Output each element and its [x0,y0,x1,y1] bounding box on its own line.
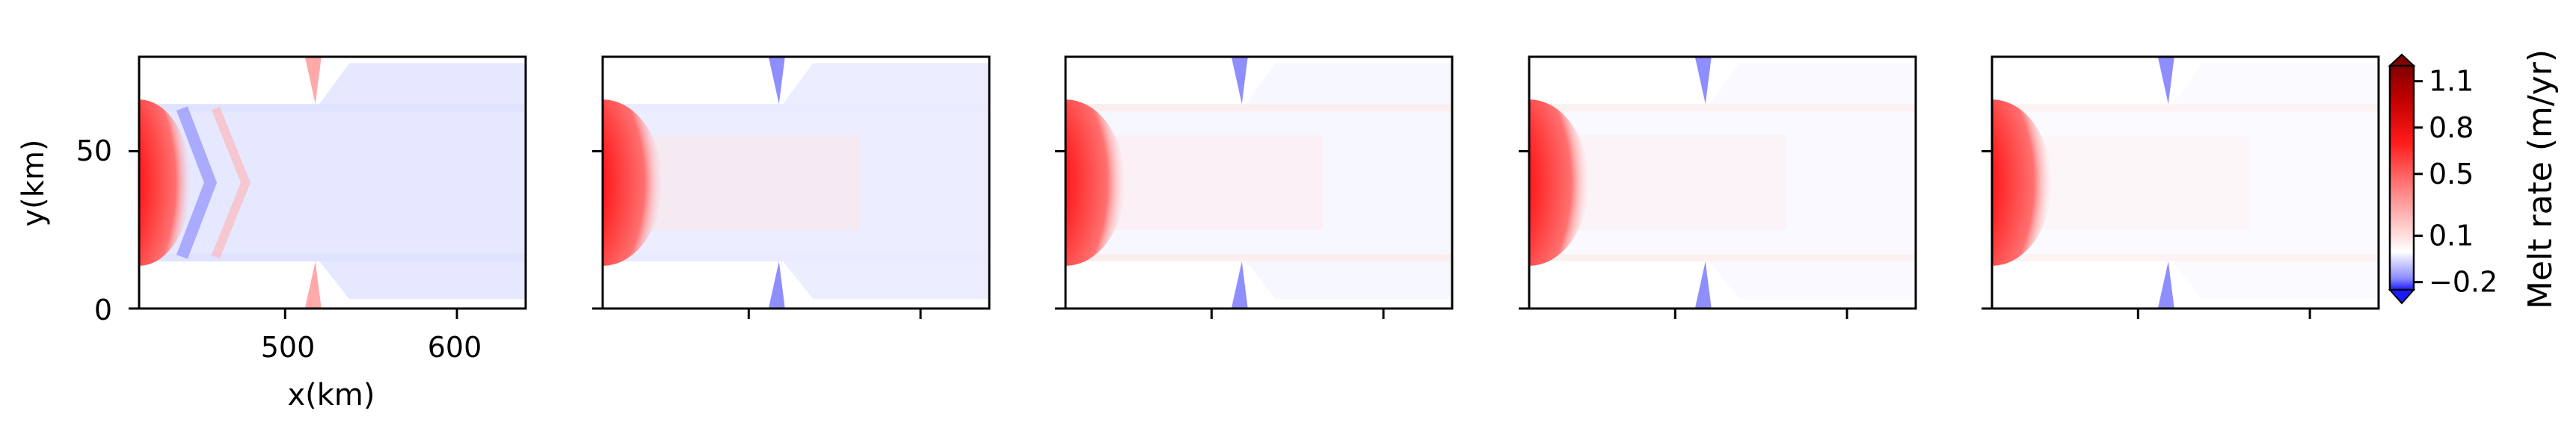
melt-hotspot [603,99,663,266]
warm-chevron [211,106,250,259]
colorbar-label: Melt rate (m/yr) [2521,49,2560,309]
melt-hotspot [1066,99,1125,266]
heatmap-panel-4 [1519,55,1917,319]
heatmap-panel-3 [1055,55,1454,319]
heatmap-field [1529,57,1916,309]
axes-frame [1991,55,2380,310]
x-axis: 500 600 x(km) [261,331,482,412]
upper-edge-band [1066,104,1452,112]
warm-plume [1574,135,1787,230]
warm-plume [1110,135,1324,230]
lower-edge-band [603,253,989,261]
y-axis-label: y(km) [16,139,51,226]
axes-frame [601,55,991,310]
x-axis-label: x(km) [287,378,375,412]
heatmap-panel-5 [1982,55,2380,319]
ice-shelf-domain [603,63,989,300]
colorbar-bar [2388,64,2415,291]
y-tick-label-0: 0 [94,294,112,326]
axes-frame [1528,55,1917,310]
colorbar-extend-min [2388,289,2416,305]
upper-edge-band [1992,104,2379,112]
lower-edge-band [139,253,526,261]
heatmap-field [139,57,526,309]
colorbar-tick-label: 0.1 [2429,220,2474,252]
ice-shelf-domain [1066,63,1452,300]
upper-edge-band [139,104,526,112]
lower-edge-band [1529,253,1916,261]
heatmap-panel-1 [129,55,527,319]
heatmap-field [1992,57,2379,309]
melt-hotspot [139,99,191,266]
lower-edge-band [1992,253,2379,261]
melt-hotspot [1529,99,1589,266]
colorbar-tick-label: 0.5 [2429,158,2474,190]
heatmap-panel-2 [592,55,991,319]
colorbar-tick-label: 1.1 [2429,65,2474,98]
ice-shelf-domain [1529,63,1916,300]
melt-hotspot [1992,99,2052,266]
cold-chevron [176,106,218,259]
colorbar-ticks: −0.2 0.1 0.5 0.8 1.1 [2414,65,2497,299]
y-axis: y(km) 50 0 [16,134,112,326]
colorbar-extend-max [2388,53,2416,66]
upper-edge-band [1529,104,1916,112]
warm-plume [648,135,861,230]
upper-edge-band [603,104,989,112]
x-tick-label-500: 500 [261,331,316,364]
heatmap-field [603,57,989,309]
axes-frame [1064,55,1454,310]
ice-shelf-domain [139,63,526,300]
ice-shelf-domain [1992,63,2379,300]
colorbar-tick-label: −0.2 [2429,266,2497,299]
warm-plume [2037,135,2250,230]
y-tick-label-50: 50 [76,134,112,167]
lower-edge-band [1066,253,1452,261]
panels-layer [129,55,2380,319]
axes-frame [138,55,527,310]
colorbar-tick-label: 0.8 [2429,111,2474,144]
x-tick-label-600: 600 [428,331,482,364]
colorbar: −0.2 0.1 0.5 0.8 1.1 Melt rate (m/yr) [2388,49,2560,309]
heatmap-field [1066,57,1452,309]
